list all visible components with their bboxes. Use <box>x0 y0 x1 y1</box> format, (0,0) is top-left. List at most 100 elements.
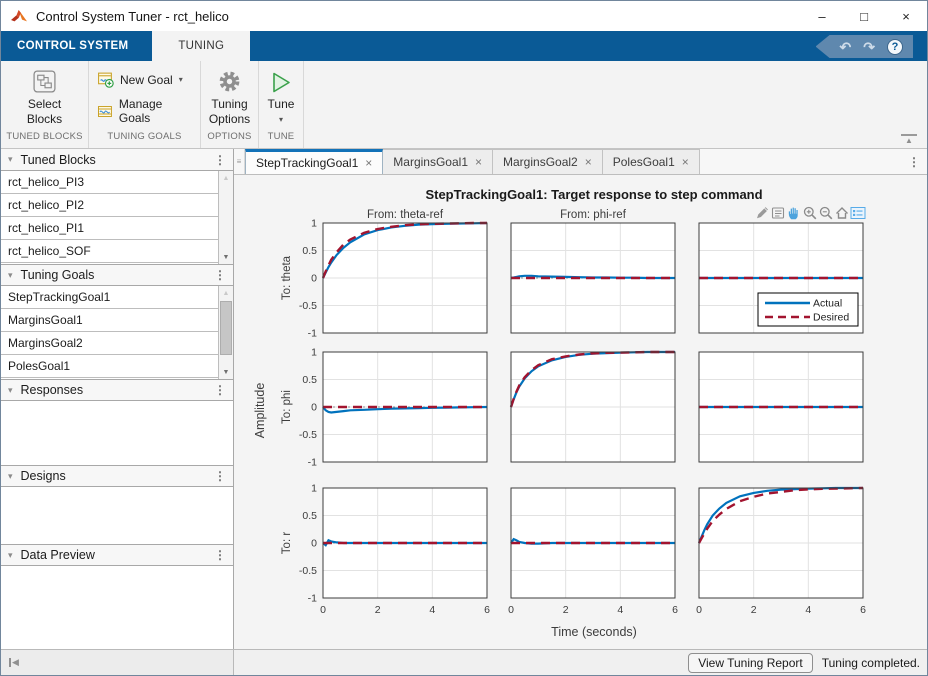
list-item[interactable]: PolesGoal1 <box>1 355 218 378</box>
doc-tab-menu-icon[interactable]: ⋮ <box>908 154 920 169</box>
collapse-triangle-icon[interactable]: ▾ <box>8 470 13 481</box>
zoom-in-icon[interactable] <box>802 205 818 221</box>
legend-label: Desired <box>813 312 849 324</box>
redo-icon[interactable]: ↷ <box>863 38 875 55</box>
close-tab-icon[interactable]: × <box>584 155 592 169</box>
x-tick-label: 0 <box>696 604 702 616</box>
panel-menu-icon[interactable]: ⋮ <box>214 268 226 282</box>
collapse-ribbon-icon[interactable]: ▲ <box>901 134 917 145</box>
y-tick-label: -1 <box>308 328 317 340</box>
legend-toggle-icon[interactable] <box>850 205 866 221</box>
scroll-down-icon[interactable]: ▼ <box>222 368 230 376</box>
pan-icon[interactable] <box>786 205 802 221</box>
panel-header-tuned-blocks[interactable]: ▾ Tuned Blocks ⋮ <box>1 149 233 171</box>
scrollbar[interactable]: ▲ ▼ <box>218 171 233 264</box>
collapse-triangle-icon[interactable]: ▾ <box>8 384 13 395</box>
home-icon[interactable] <box>834 205 850 221</box>
list-item[interactable]: rct_helico_SOF <box>1 240 218 263</box>
y-tick-label: 0.5 <box>302 510 317 522</box>
list-item[interactable]: StepTrackingGoal1 <box>1 286 218 309</box>
x-tick-label: 2 <box>563 604 569 616</box>
y-tick-label: 1 <box>311 483 317 495</box>
responses-panel <box>1 401 233 465</box>
x-tick-label: 0 <box>508 604 514 616</box>
x-tick-label: 0 <box>320 604 326 616</box>
chart-title: StepTrackingGoal1: Target response to st… <box>425 187 762 202</box>
close-tab-icon[interactable]: × <box>475 155 483 169</box>
statusbar-right: View Tuning Report Tuning completed. <box>234 650 927 675</box>
new-goal-icon <box>98 72 114 88</box>
x-tick-label: 2 <box>751 604 757 616</box>
tab-control-system[interactable]: CONTROL SYSTEM <box>17 40 129 52</box>
panel-menu-icon[interactable]: ⋮ <box>214 152 226 167</box>
collapse-triangle-icon[interactable]: ▾ <box>8 269 13 280</box>
y-tick-label: 0.5 <box>302 245 317 257</box>
collapse-triangle-icon[interactable]: ▾ <box>8 549 13 560</box>
y-tick-label: -0.5 <box>299 565 317 577</box>
step-response-chart: StepTrackingGoal1: Target response to st… <box>253 187 866 639</box>
x-tick-label: 4 <box>429 604 435 616</box>
x-tick-label: 4 <box>805 604 811 616</box>
undo-icon[interactable]: ↶ <box>839 38 852 55</box>
status-message: Tuning completed. <box>821 655 920 670</box>
y-tick-label: 0 <box>311 273 317 285</box>
maximize-icon[interactable]: □ <box>860 8 868 24</box>
section-tuned-blocks: Select Blocks TUNED BLOCKS <box>1 61 89 148</box>
section-label: TUNED BLOCKS <box>6 131 83 142</box>
matlab-logo-icon <box>11 10 27 22</box>
select-blocks-button[interactable]: Select Blocks <box>15 68 75 128</box>
section-label: TUNING GOALS <box>107 131 182 142</box>
list-item[interactable]: MarginsGoal2 <box>1 332 218 355</box>
list-item[interactable]: MarginsGoal1 <box>1 309 218 332</box>
doc-tab-steptrackinggoal1[interactable]: StepTrackingGoal1 × <box>245 149 384 174</box>
data-preview-panel <box>1 566 233 649</box>
scrollbar-thumb[interactable] <box>220 301 232 355</box>
panel-header-responses[interactable]: ▾ Responses ⋮ <box>1 379 233 401</box>
list-item[interactable]: rct_helico_PI2 <box>1 194 218 217</box>
zoom-out-icon[interactable] <box>818 205 834 221</box>
splitter-grip-icon[interactable]: ≡ <box>234 149 245 174</box>
axes-toolbar <box>754 203 866 223</box>
titlebar: Control System Tuner - rct_helico – □ × <box>1 1 927 31</box>
panel-menu-icon[interactable]: ⋮ <box>214 469 226 483</box>
doc-tab-marginsgoal2[interactable]: MarginsGoal2 × <box>493 149 603 174</box>
help-icon[interactable]: ? <box>887 38 903 55</box>
datatip-icon[interactable] <box>770 205 786 221</box>
collapse-triangle-icon[interactable]: ▾ <box>8 154 13 164</box>
list-item[interactable]: rct_helico_PI3 <box>1 171 218 194</box>
section-tuning-goals: New Goal ▾ Manage Goals TUNING GOALS <box>89 61 201 148</box>
tuning-goals-list: StepTrackingGoal1 MarginsGoal1 MarginsGo… <box>1 286 233 379</box>
select-blocks-icon <box>33 70 56 93</box>
doc-tab-marginsgoal1[interactable]: MarginsGoal1 × <box>383 149 494 174</box>
row-label: To: phi <box>281 390 293 424</box>
scroll-up-icon[interactable]: ▲ <box>222 174 230 182</box>
quick-access-toolbar: ↶ ↷ ? <box>815 35 913 58</box>
tab-tuning[interactable]: TUNING <box>152 31 251 61</box>
manage-goals-button[interactable]: Manage Goals <box>97 97 192 125</box>
panel-menu-icon[interactable]: ⋮ <box>214 548 226 562</box>
column-header: From: theta-ref <box>367 209 444 221</box>
collapse-sidebar-icon[interactable]: ◀ <box>9 658 19 667</box>
scroll-up-icon[interactable]: ▲ <box>222 289 230 297</box>
tune-button[interactable]: Tune ▾ <box>264 70 299 126</box>
close-tab-icon[interactable]: × <box>681 155 689 169</box>
panel-header-designs[interactable]: ▾ Designs ⋮ <box>1 465 233 487</box>
panel-header-tuning-goals[interactable]: ▾ Tuning Goals ⋮ <box>1 264 233 286</box>
section-label: TUNE <box>267 131 295 142</box>
new-goal-button[interactable]: New Goal ▾ <box>97 71 183 88</box>
doc-tab-polesgoal1[interactable]: PolesGoal1 × <box>602 149 700 174</box>
minimize-icon[interactable]: – <box>818 8 826 24</box>
tuning-options-button[interactable]: Tuning Options <box>200 68 260 128</box>
scroll-down-icon[interactable]: ▼ <box>222 253 230 261</box>
scrollbar[interactable]: ▲ ▼ <box>218 286 233 379</box>
y-tick-label: 0.5 <box>302 374 317 386</box>
edit-plot-icon[interactable] <box>754 205 770 221</box>
panel-header-data-preview[interactable]: ▾ Data Preview ⋮ <box>1 544 233 566</box>
list-item[interactable]: rct_helico_PI1 <box>1 217 218 240</box>
panel-menu-icon[interactable]: ⋮ <box>214 383 226 397</box>
close-icon[interactable]: × <box>902 8 910 24</box>
figure-area: StepTrackingGoal1: Target response to st… <box>234 175 927 649</box>
close-tab-icon[interactable]: × <box>365 156 373 170</box>
legend-label: Actual <box>813 298 842 310</box>
view-tuning-report-button[interactable]: View Tuning Report <box>688 652 813 673</box>
